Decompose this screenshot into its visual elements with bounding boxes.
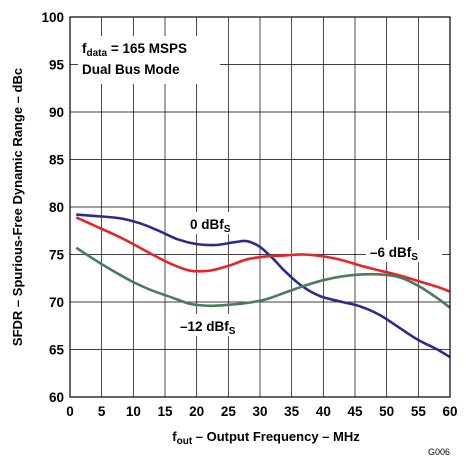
- x-tick-label: 50: [379, 404, 394, 419]
- series-line-1: [75, 216, 451, 293]
- x-tick-label: 55: [411, 404, 427, 419]
- y-tick-label: 100: [41, 10, 64, 25]
- y-tick-label: 65: [49, 343, 65, 358]
- x-tick-label: 0: [66, 404, 74, 419]
- series-label-minus12dbfs: –12 dBfS: [180, 319, 236, 337]
- y-tick-label: 60: [49, 390, 64, 405]
- annotation-box: [78, 36, 220, 84]
- y-tick-label: 75: [49, 248, 65, 263]
- y-tick-label: 95: [49, 58, 65, 73]
- y-tick-label: 70: [49, 295, 64, 310]
- label-bg-minus6dbfs: [366, 240, 442, 262]
- y-tick-label: 85: [49, 153, 65, 168]
- series-lines: [75, 213, 451, 359]
- y-tick-label: 90: [49, 105, 64, 120]
- x-tick-label: 5: [98, 404, 106, 419]
- series-line-2: [75, 246, 451, 309]
- annotation-line2: Dual Bus Mode: [82, 62, 180, 77]
- series-label-0dbfs: 0 dBfS: [190, 217, 231, 235]
- x-tick-label: 45: [347, 404, 363, 419]
- label-bg-minus12dbfs: [176, 314, 258, 336]
- series-label-minus6dbfs: –6 dBfS: [370, 245, 418, 263]
- series-line-0: [76, 213, 451, 359]
- plot-frame: [69, 16, 451, 398]
- label-bg-0dbfs: [186, 212, 244, 234]
- annotation-line1: fdata = 165 MSPS: [82, 41, 187, 59]
- x-tick-label: 40: [316, 404, 331, 419]
- y-tick-label: 80: [49, 200, 64, 215]
- x-tick-label: 20: [189, 404, 204, 419]
- x-tick-label: 15: [157, 404, 173, 419]
- y-axis-title: SFDR – Spurious-Free Dynamic Range – dBc: [10, 68, 25, 346]
- x-tick-label: 10: [126, 404, 141, 419]
- figure-id: G006: [428, 447, 450, 457]
- x-tick-label: 60: [442, 404, 457, 419]
- y-tick-labels: 60 65 70 75 80 85 90 95 100: [41, 10, 64, 405]
- x-tick-labels: 0 5 10 15 20 25 30 35 40 45 50 55 60: [66, 404, 457, 419]
- x-tick-label: 30: [252, 404, 267, 419]
- x-tick-label: 25: [221, 404, 237, 419]
- x-axis-title: fout – Output Frequency – MHz: [172, 429, 360, 447]
- x-tick-label: 35: [284, 404, 300, 419]
